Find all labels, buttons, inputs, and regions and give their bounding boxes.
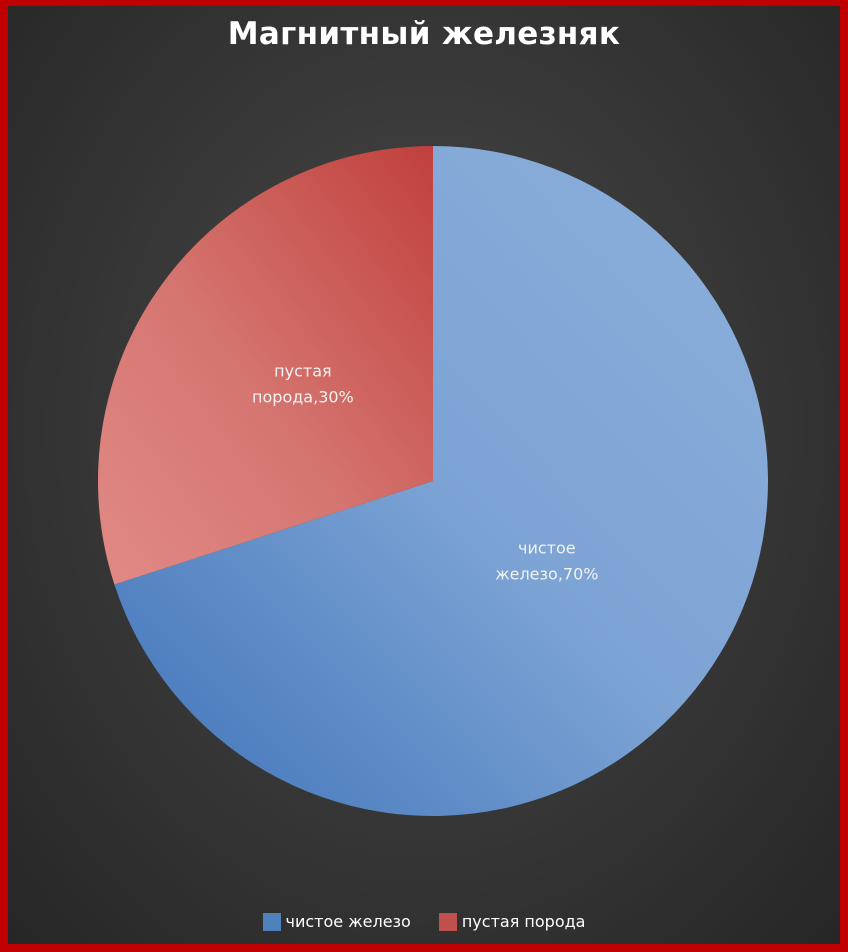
legend-swatch-pure-iron <box>262 912 281 931</box>
pie-slice-waste-rock <box>97 146 434 585</box>
slice-label-waste-rock: пустая порода,30% <box>252 361 354 406</box>
chart-title: Магнитный железняк <box>227 16 621 52</box>
slice-label-pure-iron: чистое железо,70% <box>495 539 598 584</box>
legend-item-waste-rock: пустая порода <box>438 912 586 931</box>
pie-chart: чистое железо,70% пустая порода,30% <box>97 146 769 816</box>
legend-label-waste-rock: пустая порода <box>461 912 586 931</box>
legend: чистое железо пустая порода <box>8 912 840 931</box>
legend-label-pure-iron: чистое железо <box>285 912 411 931</box>
legend-item-pure-iron: чистое железо <box>262 912 411 931</box>
pie-slice-pure-iron <box>114 146 769 816</box>
legend-swatch-waste-rock <box>438 912 457 931</box>
